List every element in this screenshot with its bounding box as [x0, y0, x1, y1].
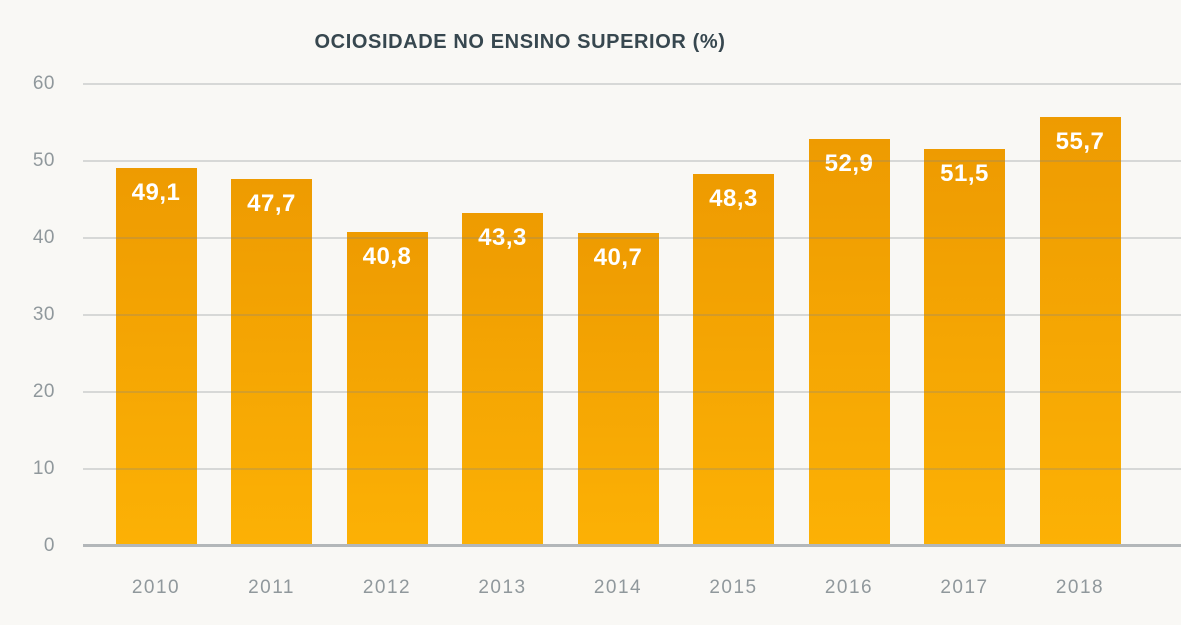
- x-tick-label-2012: 2012: [362, 577, 412, 598]
- y-tick-label-60: 60: [32, 73, 55, 94]
- bar-2015: 48,3: [693, 174, 774, 546]
- y-tick-label-50: 50: [32, 150, 55, 171]
- chart-title: OCIOSIDADE NO ENSINO SUPERIOR (%): [314, 31, 726, 53]
- bar-value-label-2016: 52,9: [824, 149, 874, 177]
- bar-2014: 40,7: [577, 232, 659, 546]
- bar-value-label-2018: 55,7: [1055, 128, 1105, 156]
- y-tick-label-20: 20: [32, 381, 55, 402]
- bar-value-label-2013: 43,3: [478, 223, 527, 251]
- bar-value-label-2012: 40,8: [362, 242, 412, 270]
- x-tick-label-2010: 2010: [131, 577, 181, 598]
- bar-2017: 51,5: [924, 149, 1005, 546]
- y-tick-label-40: 40: [32, 227, 55, 248]
- gridline-50: [83, 160, 1181, 162]
- x-tick-label-2011: 2011: [248, 577, 295, 598]
- bar-2010: 49,1: [115, 167, 197, 546]
- plot-area: 49,1 47,7 40,8 43,3 40,7 48,3 52,9 51,5 55,7: [83, 83, 1181, 547]
- bar-2013: 43,3: [462, 212, 543, 546]
- x-axis: 2010 2011 2012 2013 2014 2015 2016 2017 2018: [83, 577, 1181, 607]
- gridline-60: [83, 83, 1181, 85]
- x-tick-label-2017: 2017: [940, 577, 989, 598]
- bar-value-label-2010: 49,1: [131, 178, 181, 206]
- y-tick-label-30: 30: [32, 304, 55, 325]
- bar-2012: 40,8: [346, 231, 428, 546]
- x-tick-label-2013: 2013: [478, 577, 527, 598]
- bar-value-label-2017: 51,5: [940, 160, 989, 188]
- x-tick-label-2015: 2015: [709, 577, 758, 598]
- y-tick-label-0: 0: [43, 535, 55, 556]
- bar-value-label-2015: 48,3: [709, 185, 758, 213]
- x-tick-label-2014: 2014: [593, 577, 643, 598]
- bar-2011: 47,7: [231, 178, 312, 546]
- y-axis: 0 10 20 30 40 50 60: [0, 73, 58, 556]
- bar-2018: 55,7: [1039, 117, 1121, 546]
- bar-value-label-2011: 47,7: [247, 189, 296, 217]
- bar-value-label-2014: 40,7: [593, 243, 643, 271]
- x-tick-label-2018: 2018: [1055, 577, 1105, 598]
- y-tick-label-10: 10: [32, 458, 55, 479]
- x-tick-label-2016: 2016: [824, 577, 874, 598]
- bar-2016: 52,9: [808, 138, 890, 546]
